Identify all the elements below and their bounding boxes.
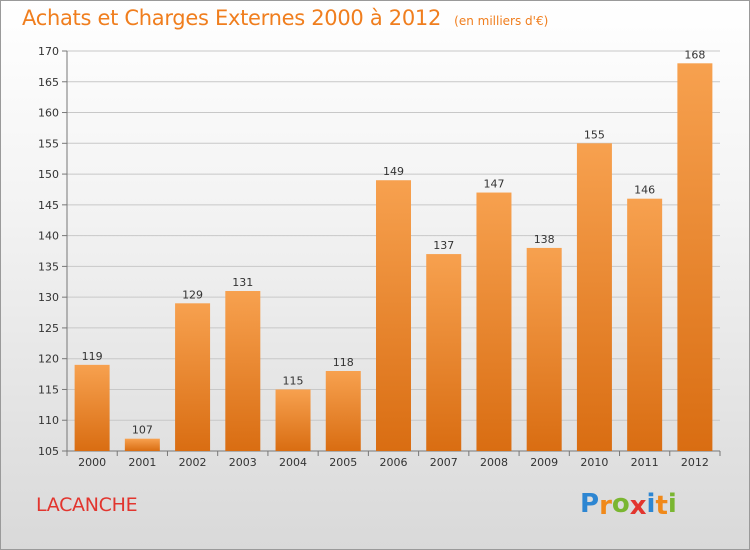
bar: [124, 438, 160, 451]
bar-value-label: 129: [182, 288, 203, 301]
bar: [74, 364, 110, 451]
chart-title: Achats et Charges Externes 2000 à 2012: [22, 6, 442, 30]
y-tick-label: 130: [38, 291, 59, 304]
x-tick-label: 2007: [430, 456, 458, 469]
y-tick-label: 120: [38, 353, 59, 366]
y-tick-label: 155: [38, 137, 59, 150]
x-tick-label: 2011: [631, 456, 659, 469]
x-tick-label: 2004: [279, 456, 307, 469]
y-tick-label: 105: [38, 445, 59, 458]
y-tick-label: 145: [38, 199, 59, 212]
bar: [175, 303, 211, 451]
bar-value-label: 118: [333, 356, 354, 369]
y-tick-label: 150: [38, 168, 59, 181]
logo-letter: t: [655, 491, 668, 521]
x-tick-label: 2002: [179, 456, 207, 469]
bar-value-label: 147: [483, 178, 504, 191]
x-tick-label: 2006: [380, 456, 408, 469]
proxiti-logo[interactable]: Proxiti: [580, 489, 677, 521]
y-tick-label: 165: [38, 76, 59, 89]
logo-letter: o: [611, 489, 630, 519]
y-tick-label: 160: [38, 107, 59, 120]
x-tick-label: 2000: [78, 456, 106, 469]
bar: [627, 198, 663, 451]
y-tick-label: 125: [38, 322, 59, 335]
x-tick-label: 2005: [329, 456, 357, 469]
y-tick-label: 115: [38, 383, 59, 396]
bar-value-label: 146: [634, 184, 655, 197]
y-tick-label: 135: [38, 260, 59, 273]
bar: [476, 192, 512, 452]
logo-letter: i: [646, 489, 656, 519]
bar-value-label: 115: [283, 374, 304, 387]
x-tick-label: 2012: [681, 456, 709, 469]
bar: [426, 254, 462, 451]
y-tick-label: 110: [38, 414, 59, 427]
bar-value-label: 168: [684, 48, 705, 61]
x-tick-label: 2009: [530, 456, 558, 469]
x-tick-label: 2001: [128, 456, 156, 469]
bar-value-label: 137: [433, 239, 454, 252]
chart-subtitle: (en milliers d'€): [454, 14, 549, 28]
logo-letter: P: [580, 489, 600, 519]
bar-value-label: 138: [534, 233, 555, 246]
bar: [677, 63, 713, 452]
x-tick-label: 2003: [229, 456, 257, 469]
bar-value-label: 119: [82, 350, 103, 363]
logo-letter: i: [667, 489, 677, 519]
bar: [325, 371, 361, 451]
bar-value-label: 131: [232, 276, 253, 289]
x-tick-label: 2010: [580, 456, 608, 469]
commune-name: LACANCHE: [36, 494, 138, 516]
bar-value-label: 155: [584, 128, 605, 141]
bar-value-label: 149: [383, 165, 404, 178]
bar: [376, 180, 411, 451]
title-row: Achats et Charges Externes 2000 à 2012 (…: [22, 6, 548, 30]
bar-value-label: 107: [132, 424, 153, 437]
bar: [275, 389, 311, 451]
logo-letter: r: [599, 491, 612, 521]
bar: [526, 247, 562, 451]
x-tick-label: 2008: [480, 456, 508, 469]
bar: [225, 291, 261, 451]
y-tick-label: 170: [38, 45, 59, 58]
y-tick-label: 140: [38, 230, 59, 243]
logo-letter: x: [629, 491, 647, 521]
bar: [576, 143, 612, 452]
